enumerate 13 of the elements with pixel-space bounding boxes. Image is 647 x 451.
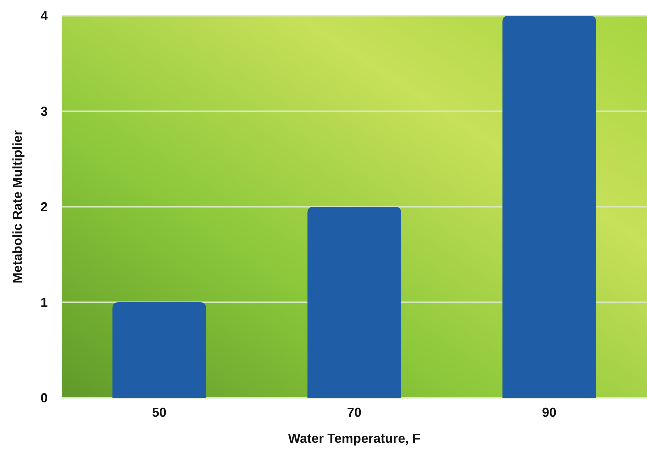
bar xyxy=(308,207,402,398)
x-tick-label: 50 xyxy=(152,405,167,420)
x-tick-label: 90 xyxy=(542,405,557,420)
bar xyxy=(502,16,596,398)
x-axis-title: Water Temperature, F xyxy=(288,431,421,446)
y-axis-title: Metabolic Rate Multiplier xyxy=(10,130,25,284)
y-tick-label: 3 xyxy=(40,104,48,120)
bar xyxy=(112,302,206,398)
y-tick-label: 0 xyxy=(40,390,48,406)
x-tick-label: 70 xyxy=(347,405,362,420)
y-tick-label: 1 xyxy=(40,295,48,310)
y-tick-label: 4 xyxy=(40,8,49,24)
y-tick-label: 2 xyxy=(40,200,48,215)
